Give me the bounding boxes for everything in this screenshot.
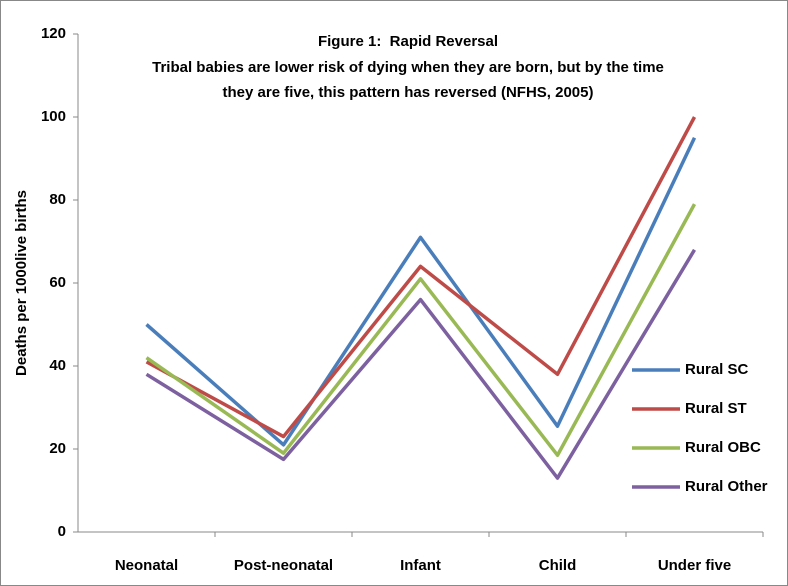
series-line [145, 136, 697, 447]
legend-label: Rural ST [685, 400, 747, 417]
chart-subtitle: they are five, this pattern has reversed… [223, 84, 594, 101]
y-tick-label: 20 [49, 440, 66, 457]
x-tick-label: Child [539, 557, 577, 574]
series-line [145, 203, 697, 457]
series-line [145, 248, 697, 480]
y-axis-title: Deaths per 1000live births [13, 190, 30, 376]
y-tick-label: 100 [41, 108, 66, 125]
legend-label: Rural SC [685, 361, 749, 378]
y-tick-label: 60 [49, 274, 66, 291]
chart-title: Figure 1: Rapid Reversal [318, 33, 498, 50]
legend-label: Rural Other [685, 478, 768, 495]
x-tick-label: Post-neonatal [234, 557, 333, 574]
y-tick-label: 120 [41, 25, 66, 42]
x-tick-label: Under five [658, 557, 731, 574]
chart-subtitle: Tribal babies are lower risk of dying wh… [152, 59, 664, 76]
legend-label: Rural OBC [685, 439, 761, 456]
x-tick-label: Infant [400, 557, 441, 574]
y-tick-label: 0 [58, 523, 66, 540]
y-tick-label: 80 [49, 191, 66, 208]
y-tick-label: 40 [49, 357, 66, 374]
series-line [145, 116, 697, 439]
x-tick-label: Neonatal [115, 557, 178, 574]
